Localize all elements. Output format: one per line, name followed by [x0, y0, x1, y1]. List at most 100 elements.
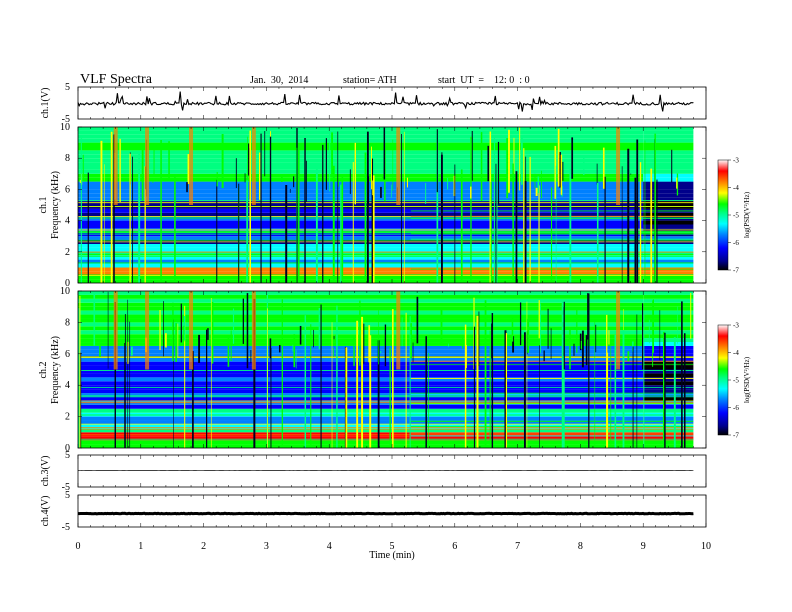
spectrogram-band: [78, 236, 644, 241]
spectrogram-band: [78, 369, 644, 374]
spectrogram-strong-burst: [396, 127, 401, 205]
spectrogram-band: [643, 189, 694, 194]
spectrogram-band: [78, 342, 644, 346]
spectrogram-band: [643, 302, 694, 307]
y-tick-label: -5: [62, 522, 70, 533]
date-label: Jan. 30, 2014: [250, 75, 309, 86]
spectrogram-band: [643, 404, 694, 409]
spectrogram-strong-burst: [251, 127, 256, 205]
spectrogram-band: [643, 212, 694, 217]
spectrogram-band: [643, 365, 694, 370]
spectrogram-band: [643, 134, 694, 139]
spectrogram-strong-burst: [396, 291, 401, 370]
spectrogram-band: [643, 440, 694, 445]
spectrogram-band: [78, 444, 644, 448]
spectrogram-band: [78, 365, 644, 370]
spectrogram-band: [78, 162, 644, 166]
spectrogram-band: [78, 255, 644, 260]
spectrogram-band: [78, 263, 644, 268]
spectrogram-band: [643, 162, 694, 166]
spectrogram-band: [643, 381, 694, 386]
spectrogram-no-data: [693, 291, 706, 448]
spectrogram-band: [643, 377, 694, 382]
ch2-spectrogram: [78, 291, 706, 448]
spectrogram-band: [78, 377, 644, 382]
y-tick-label: 10: [60, 286, 70, 297]
x-tick-label: 1: [138, 541, 143, 552]
spectrogram-band: [78, 279, 644, 283]
spectrogram-band: [78, 314, 644, 319]
y-tick-label: 5: [65, 490, 70, 501]
spectrogram-band: [78, 361, 644, 366]
spectrogram-band: [78, 302, 644, 307]
spectrogram-band: [78, 134, 644, 139]
spectrogram-strong-burst: [145, 291, 150, 370]
x-tick-label: 4: [327, 541, 332, 552]
y-tick-label: 4: [65, 380, 70, 391]
colorbar-tick-label: -7: [733, 267, 739, 275]
ch3-waveform-frame: [77, 454, 707, 488]
spectrogram-band: [643, 169, 694, 174]
ch1-spec-channel-label: ch.1: [38, 197, 49, 214]
spectrogram-band: [78, 150, 644, 155]
spectrogram-band: [78, 440, 644, 445]
y-tick-label: -5: [62, 114, 70, 125]
spectrogram-band: [643, 326, 694, 331]
ch1-waveform-trace: [77, 91, 694, 112]
spectrogram-band: [643, 349, 694, 354]
spectrogram-band: [643, 373, 694, 378]
colorbar-tick-label: -7: [733, 432, 739, 440]
spectrogram-band: [78, 212, 644, 217]
colorbar-tick-label: -6: [733, 239, 739, 247]
spectrogram-band: [643, 393, 694, 397]
spectrogram-band: [78, 177, 644, 182]
spectrogram-band: [78, 185, 644, 190]
spectrogram-band: [78, 267, 644, 272]
spectrogram-band: [643, 181, 694, 186]
spectrogram-band: [643, 263, 694, 268]
spectrogram-band: [78, 158, 644, 163]
colorbar-tick-label: -3: [733, 157, 739, 165]
spectrogram-band: [78, 189, 644, 194]
spectrogram-band: [643, 318, 694, 323]
colorbar-tick-label: -5: [733, 377, 739, 385]
spectrogram-band: [643, 361, 694, 366]
ch4-waveform-trace: [77, 511, 694, 516]
spectrogram-band: [643, 396, 694, 401]
colorbar-tick-label: -4: [733, 349, 739, 357]
spectrogram-band: [78, 424, 644, 429]
ch2-colorbar-label: log(PSD(V²/Hz): [743, 356, 751, 403]
colorbar-tick-label: -4: [733, 184, 739, 192]
spectrogram-band: [643, 330, 694, 335]
spectrogram-band: [78, 244, 644, 248]
spectrogram-band: [78, 220, 644, 225]
y-tick-label: 5: [65, 82, 70, 93]
spectrogram-band: [78, 247, 644, 252]
spectrogram-band: [643, 294, 694, 299]
x-axis-label: Time (min): [369, 550, 414, 561]
spectrogram-band: [643, 275, 694, 280]
start-time-label: start UT = 12: 0 : 0: [438, 75, 530, 86]
ch1-colorbar: [717, 159, 729, 271]
waveform-traces: [77, 91, 694, 516]
spectrogram-band: [643, 220, 694, 225]
spectrogram-band: [643, 158, 694, 163]
spectrogram-band: [78, 326, 644, 331]
y-tick-label: 8: [65, 153, 70, 164]
ch3-ylabel: ch.3(V): [40, 456, 51, 487]
spectrogram-band: [78, 291, 644, 295]
spectrogram-band: [643, 185, 694, 190]
spectrogram-band: [78, 432, 644, 437]
spectrogram-band: [643, 197, 694, 202]
spectrogram-band: [643, 334, 694, 339]
spectrogram-band: [78, 138, 644, 143]
spectrogram-band: [643, 173, 694, 178]
spectrogram-band: [78, 197, 644, 202]
spectrogram-band: [78, 154, 644, 159]
ch1-spec-ylabel: Frequency (kHz): [50, 171, 61, 239]
spectrogram-band: [643, 177, 694, 182]
spectrogram-band: [643, 342, 694, 346]
y-tick-label: 4: [65, 216, 70, 227]
x-tick-label: 9: [641, 541, 646, 552]
spectrogram-band: [78, 193, 644, 198]
